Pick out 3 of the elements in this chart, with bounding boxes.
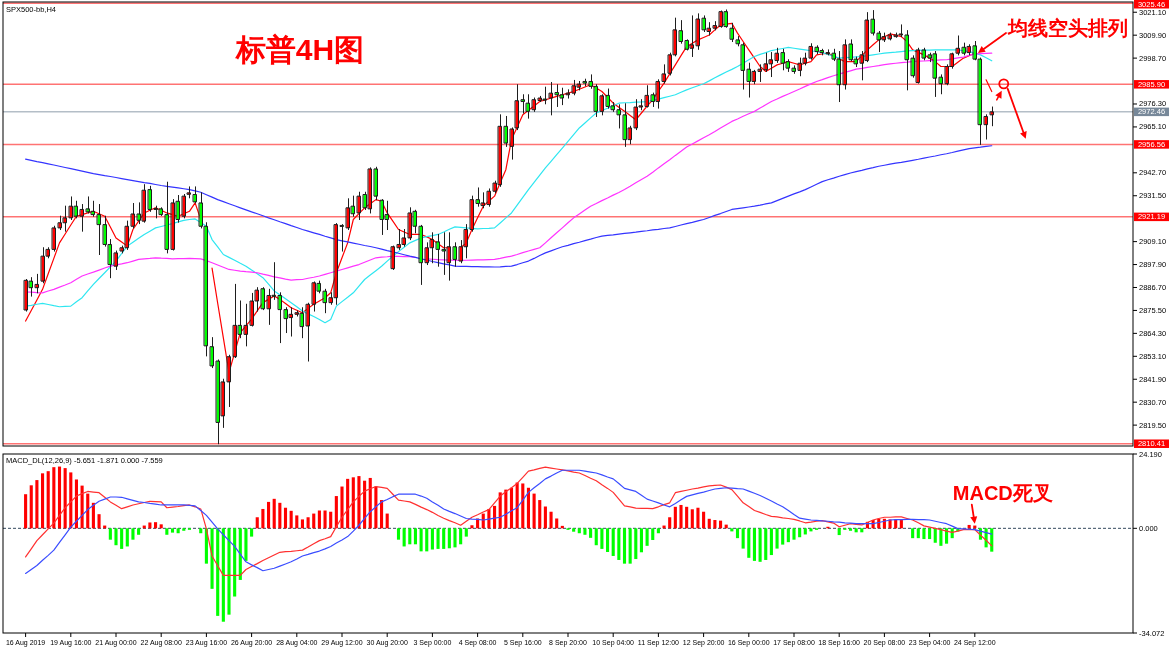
text: 均线空头排列	[1007, 17, 1128, 39]
text: 标普4H图	[234, 33, 365, 66]
annotation: MACD死叉	[952, 481, 1053, 504]
